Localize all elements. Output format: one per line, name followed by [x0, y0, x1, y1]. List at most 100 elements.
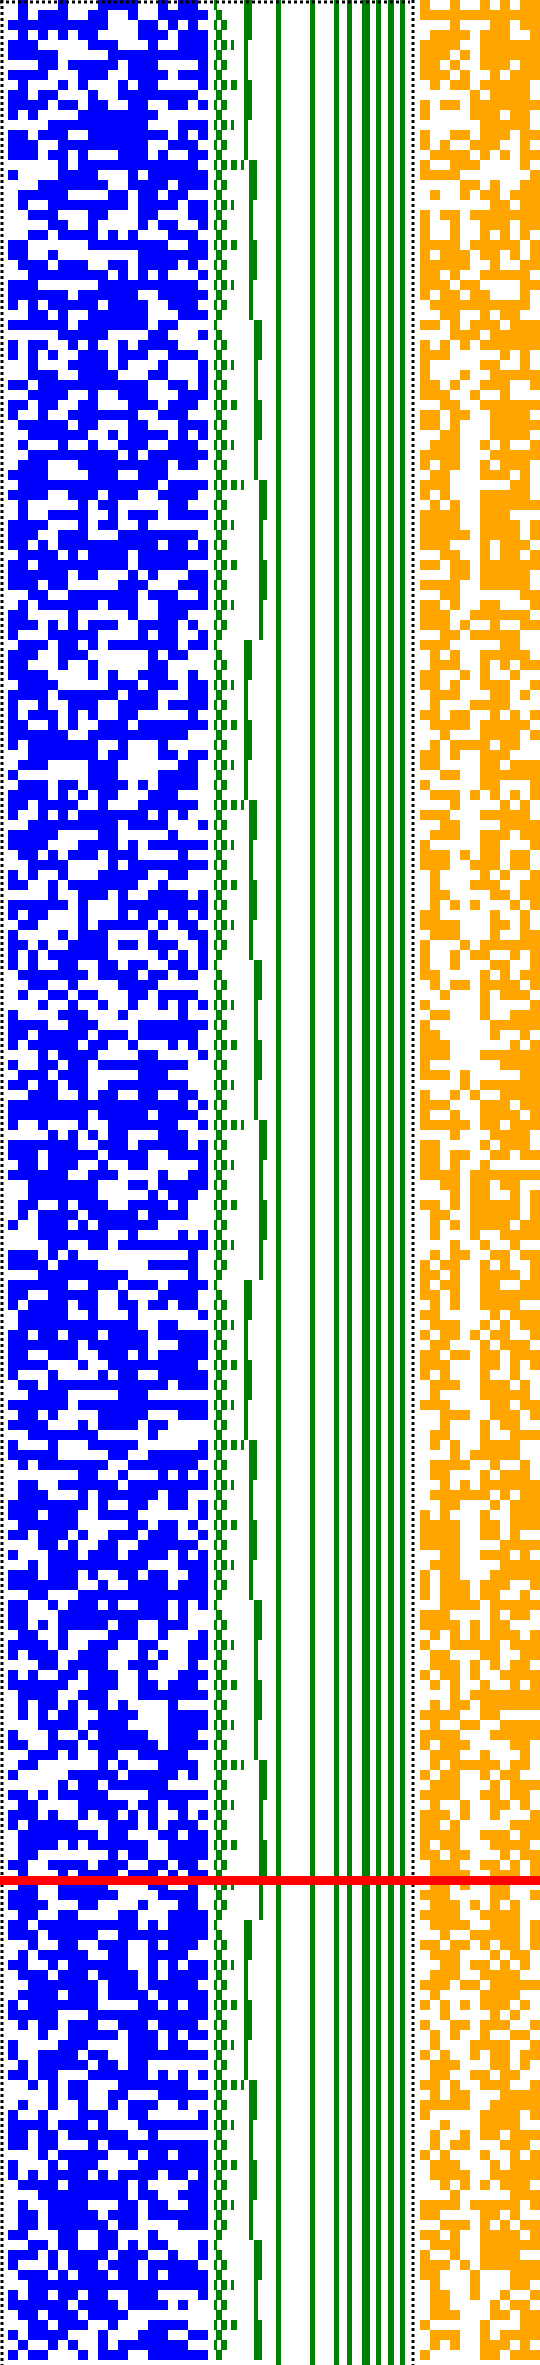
blue-cell [18, 1360, 48, 1370]
blue-cell [28, 1590, 48, 1600]
green-step-cell [259, 1180, 263, 1190]
blue-cell [68, 2160, 78, 2170]
blue-cell [8, 1330, 28, 1340]
blue-cell [78, 2080, 88, 2090]
orange-cell [450, 1640, 460, 1650]
orange-cell [490, 1380, 500, 1390]
blue-cell [48, 710, 58, 720]
blue-cell [78, 1400, 118, 1410]
orange-cell [510, 480, 520, 490]
orange-cell [430, 860, 440, 870]
orange-cell [460, 850, 470, 860]
orange-cell [480, 1960, 490, 1970]
green-triangle-cell [224, 480, 227, 490]
blue-cell [8, 350, 18, 360]
orange-cell [450, 2090, 460, 2100]
blue-cell [78, 1800, 88, 1810]
green-step-cell [244, 1420, 248, 1430]
orange-cell [420, 810, 430, 820]
blue-cell [78, 320, 108, 330]
blue-cell [138, 1800, 158, 1810]
blue-cell [78, 2060, 88, 2070]
orange-cell [530, 1150, 540, 1160]
orange-cell [520, 920, 530, 930]
orange-cell [510, 1970, 520, 1980]
blue-cell [88, 1310, 98, 1320]
blue-cell [178, 1290, 198, 1300]
orange-cell [520, 2060, 530, 2070]
green-triangle-cell [216, 1750, 219, 1760]
blue-cell [8, 130, 18, 140]
orange-cell [490, 490, 500, 500]
orange-cell [490, 2050, 500, 2060]
orange-cell [420, 1670, 430, 1680]
orange-cell [510, 1510, 520, 1520]
orange-cell [500, 800, 510, 810]
blue-cell [18, 730, 58, 740]
blue-cell [68, 740, 88, 750]
orange-cell [500, 2040, 510, 2050]
orange-cell [420, 480, 430, 490]
blue-cell [78, 1650, 88, 1660]
blue-cell [88, 440, 98, 450]
blue-cell [168, 600, 188, 610]
orange-cell [440, 1470, 450, 1480]
blue-cell [128, 320, 148, 330]
orange-cell [460, 2100, 470, 2110]
green-triangle-cell [219, 1690, 222, 1700]
orange-cell [520, 1700, 530, 1710]
blue-cell [118, 2280, 128, 2290]
blue-cell [28, 1040, 38, 1050]
blue-cell [58, 1510, 68, 1520]
blue-cell [178, 1910, 188, 1920]
green-step-cell [249, 900, 257, 910]
orange-cell [480, 470, 490, 480]
orange-cell [520, 0, 530, 10]
green-step-cell [249, 950, 253, 960]
orange-cell [520, 1510, 530, 1520]
green-step-cell [259, 1910, 263, 1920]
blue-cell [138, 1990, 148, 2000]
blue-cell [68, 1790, 78, 1800]
green-step-cell [244, 710, 248, 720]
orange-cell [480, 2210, 490, 2220]
blue-cell [118, 190, 128, 200]
orange-cell [480, 540, 490, 550]
blue-cell [198, 680, 208, 690]
blue-cell [28, 2270, 48, 2280]
blue-cell [108, 860, 118, 870]
blue-cell [118, 1010, 128, 1020]
blue-cell [118, 2310, 128, 2320]
blue-cell [188, 1660, 198, 1670]
blue-cell [198, 330, 208, 340]
orange-cell [490, 360, 500, 370]
blue-cell [148, 1030, 158, 1040]
blue-cell [148, 40, 158, 50]
orange-cell [520, 340, 530, 350]
green-triangle-cell [221, 620, 224, 630]
blue-cell [48, 740, 58, 750]
blue-cell [148, 190, 158, 200]
orange-cell [520, 1090, 530, 1100]
green-triangle-cell [231, 2280, 234, 2290]
blue-cell [108, 1600, 118, 1610]
green-triangle-cell [219, 1550, 222, 1560]
orange-cell [440, 2310, 450, 2320]
green-triangle-cell [219, 830, 222, 840]
orange-cell [520, 350, 530, 360]
orange-cell [500, 570, 510, 580]
blue-cell [118, 110, 158, 120]
orange-cell [480, 1340, 490, 1350]
orange-cell [430, 1160, 440, 1170]
blue-cell [118, 1730, 138, 1740]
blue-cell [68, 1320, 78, 1330]
blue-cell [48, 1840, 58, 1850]
blue-cell [18, 600, 28, 610]
green-triangle-cell [219, 770, 222, 780]
orange-cell [430, 540, 440, 550]
green-triangle-cell [216, 830, 219, 840]
orange-cell [530, 2200, 540, 2210]
orange-cell [480, 760, 490, 770]
green-triangle-cell [214, 1060, 217, 1070]
blue-cell [38, 810, 48, 820]
